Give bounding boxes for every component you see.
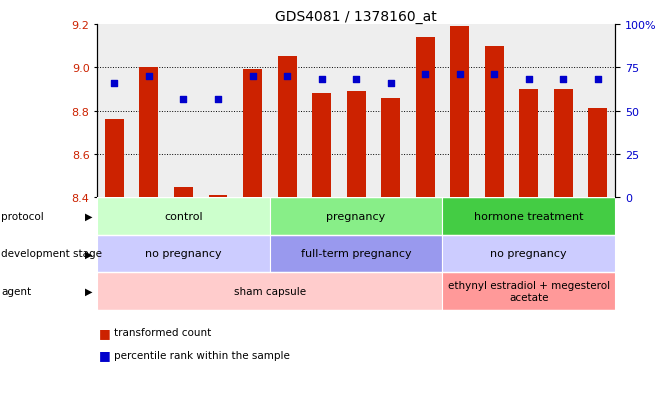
Point	[281, 74, 292, 80]
Text: ■: ■	[99, 326, 111, 339]
Bar	[415, 38, 435, 198]
Text: control: control	[164, 211, 203, 222]
Point	[523, 77, 534, 83]
Bar	[139, 68, 158, 198]
Text: ▶: ▶	[85, 286, 92, 296]
Point	[316, 77, 327, 83]
Text: protocol: protocol	[1, 211, 44, 222]
Title: GDS4081 / 1378160_at: GDS4081 / 1378160_at	[275, 10, 437, 24]
Text: ▶: ▶	[85, 249, 92, 259]
Point	[558, 77, 569, 83]
Bar	[270, 235, 442, 273]
Bar	[381, 98, 400, 198]
Point	[212, 96, 223, 102]
Text: transformed count: transformed count	[114, 328, 211, 337]
Bar	[105, 120, 124, 198]
Text: percentile rank within the sample: percentile rank within the sample	[114, 350, 289, 360]
Bar	[442, 198, 615, 235]
Bar	[312, 94, 331, 198]
Bar	[174, 187, 193, 198]
Text: hormone treatment: hormone treatment	[474, 211, 584, 222]
Bar	[484, 46, 504, 198]
Text: agent: agent	[1, 286, 31, 296]
Bar	[97, 273, 442, 310]
Point	[420, 72, 431, 78]
Bar	[243, 70, 262, 198]
Text: pregnancy: pregnancy	[326, 211, 386, 222]
Point	[351, 77, 362, 83]
Text: ▶: ▶	[85, 211, 92, 222]
Text: ethynyl estradiol + megesterol
acetate: ethynyl estradiol + megesterol acetate	[448, 280, 610, 302]
Bar	[450, 27, 469, 198]
Point	[143, 74, 154, 80]
Text: full-term pregnancy: full-term pregnancy	[301, 249, 411, 259]
Text: development stage: development stage	[1, 249, 103, 259]
Point	[385, 81, 396, 87]
Point	[247, 74, 258, 80]
Bar	[442, 235, 615, 273]
Bar	[277, 57, 297, 198]
Text: no pregnancy: no pregnancy	[145, 249, 222, 259]
Bar	[442, 273, 615, 310]
Bar	[208, 196, 228, 198]
Point	[592, 77, 603, 83]
Text: ■: ■	[99, 349, 111, 362]
Point	[454, 72, 465, 78]
Bar	[270, 198, 442, 235]
Text: no pregnancy: no pregnancy	[490, 249, 567, 259]
Point	[109, 81, 120, 87]
Point	[489, 72, 500, 78]
Bar	[554, 90, 573, 198]
Point	[178, 96, 189, 102]
Bar	[346, 92, 366, 198]
Bar	[588, 109, 607, 198]
Bar	[97, 235, 270, 273]
Bar	[519, 90, 538, 198]
Bar	[97, 198, 270, 235]
Text: sham capsule: sham capsule	[234, 286, 306, 296]
